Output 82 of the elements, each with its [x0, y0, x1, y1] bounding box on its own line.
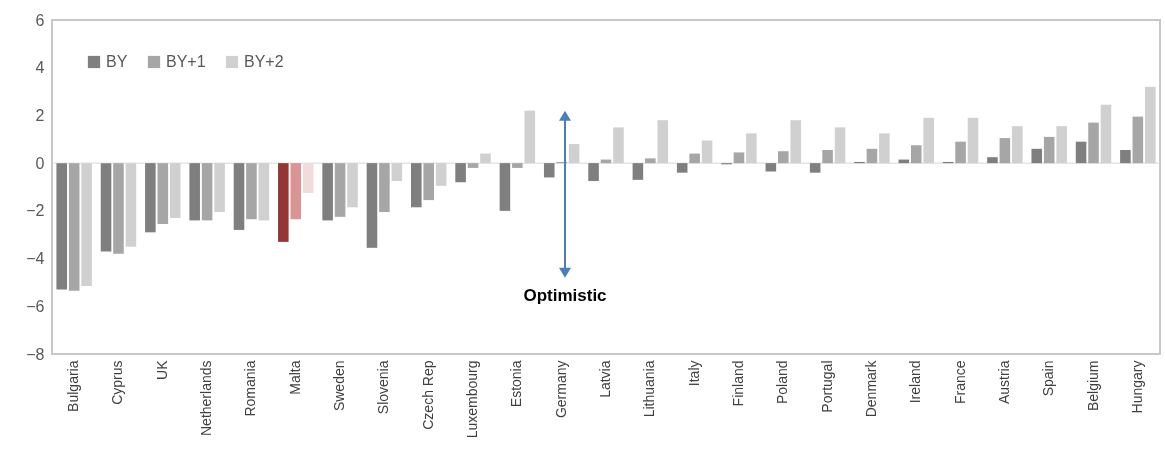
legend-label: BY+1 — [166, 53, 206, 70]
x-tick-label: Luxembourg — [464, 360, 481, 439]
bar — [246, 163, 257, 220]
bar — [765, 163, 777, 172]
bar — [113, 163, 124, 254]
bar — [56, 163, 68, 290]
bar — [1043, 136, 1055, 164]
bar — [189, 163, 200, 221]
bar — [290, 163, 302, 220]
x-tick-label: Latvia — [597, 360, 613, 398]
y-tick-label: −6 — [26, 297, 45, 315]
annotation: Optimistic — [523, 286, 607, 306]
x-tick-label: France — [951, 360, 968, 405]
x-tick-label: Estonia — [508, 360, 525, 408]
bar — [233, 163, 245, 230]
x-tick-label: Czech Rep — [419, 360, 436, 430]
bar — [302, 163, 314, 193]
x-tick-label: Netherlands — [198, 360, 215, 436]
bar — [467, 163, 479, 168]
bar — [379, 163, 390, 213]
bar — [322, 163, 333, 221]
x-tick-label: Ireland — [907, 360, 924, 404]
bar — [588, 163, 599, 182]
bar — [410, 163, 422, 208]
bar — [866, 148, 878, 164]
bar — [512, 163, 523, 168]
bar — [334, 163, 346, 217]
bar — [955, 141, 966, 164]
x-tick-label: Belgium — [1084, 360, 1101, 412]
x-tick-label: Malta — [286, 360, 303, 395]
bar — [278, 163, 289, 242]
x-tick-label: Austria — [995, 360, 1012, 405]
x-tick-label: Cyprus — [109, 360, 126, 405]
bar — [1088, 122, 1099, 164]
bar — [1132, 116, 1144, 164]
bar — [910, 145, 922, 164]
x-tick-label: Poland — [774, 360, 791, 405]
bar — [366, 163, 378, 248]
x-tick-label: Italy — [685, 360, 702, 387]
bar — [543, 163, 555, 178]
y-tick-label: −2 — [26, 202, 45, 220]
bar — [1075, 141, 1087, 164]
bar — [1120, 150, 1131, 164]
y-tick-label: 2 — [35, 106, 45, 124]
legend-label: BY — [106, 53, 128, 70]
bar — [809, 163, 821, 173]
bar — [1031, 148, 1043, 164]
bar — [632, 163, 644, 180]
x-tick-label: Hungary — [1128, 360, 1145, 414]
bar — [201, 163, 213, 221]
legend-label: BY+2 — [244, 53, 284, 70]
bar — [455, 163, 466, 183]
bar — [499, 163, 511, 211]
y-tick-label: −8 — [26, 345, 45, 363]
y-tick-label: 6 — [35, 11, 45, 29]
bar — [100, 163, 112, 252]
bar — [145, 163, 156, 233]
x-tick-label: Slovenia — [375, 360, 392, 415]
x-tick-label: Lithuania — [641, 360, 658, 418]
bar — [987, 157, 998, 164]
x-tick-label: UK — [153, 359, 170, 380]
x-tick-label: Denmark — [862, 359, 879, 418]
bar — [822, 150, 833, 164]
y-tick-label: 0 — [35, 154, 45, 172]
bar — [689, 153, 700, 164]
bar — [676, 163, 688, 173]
bar — [777, 151, 789, 164]
bar — [423, 163, 435, 201]
bar — [68, 163, 80, 291]
bar — [157, 163, 169, 224]
bar — [999, 138, 1011, 164]
x-tick-label: Romania — [242, 360, 259, 417]
x-tick-label: Bulgaria — [65, 360, 82, 412]
bar — [645, 158, 656, 164]
bar — [733, 152, 745, 164]
y-tick-label: 4 — [35, 59, 45, 77]
x-tick-label: Germany — [552, 360, 569, 419]
y-tick-label: −4 — [26, 250, 45, 268]
x-tick-label: Sweden — [331, 360, 348, 412]
x-tick-label: Spain — [1040, 360, 1057, 397]
x-tick-label: Finland — [729, 360, 746, 407]
x-tick-label: Portugal — [818, 360, 835, 413]
